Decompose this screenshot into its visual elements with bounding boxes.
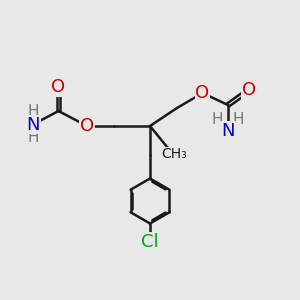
Text: Cl: Cl	[141, 233, 159, 251]
Text: O: O	[242, 81, 256, 99]
Text: H: H	[27, 130, 39, 145]
Text: H: H	[233, 112, 244, 127]
Text: H: H	[212, 112, 223, 127]
Text: H: H	[27, 104, 39, 119]
Text: O: O	[195, 84, 210, 102]
Text: O: O	[51, 78, 66, 96]
Text: N: N	[221, 122, 235, 140]
Text: O: O	[80, 117, 94, 135]
Text: CH₃: CH₃	[161, 148, 187, 161]
Text: N: N	[26, 116, 40, 134]
